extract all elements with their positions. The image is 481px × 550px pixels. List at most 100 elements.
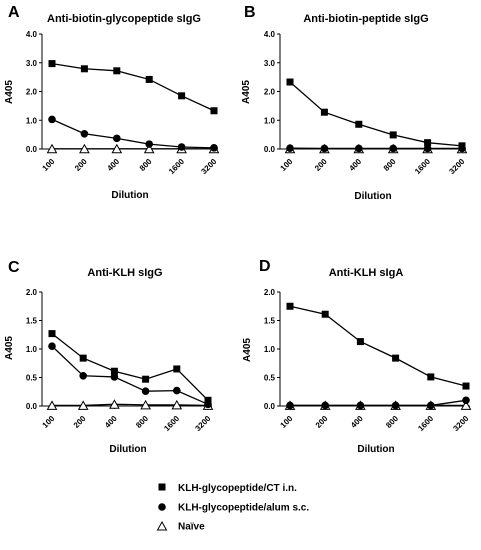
panel-title: Anti-biotin-glycopeptide sIgG — [47, 13, 201, 25]
series-line — [51, 333, 209, 401]
data-point-square — [142, 375, 150, 383]
y-tick-label: 4.0 — [264, 30, 276, 39]
data-point-circle — [110, 373, 119, 381]
series-klh-glycopeptide-ct-i-n — [286, 78, 466, 150]
data-point-circle — [391, 401, 400, 410]
x-tick-label: 800 — [138, 157, 154, 173]
y-tick-label: 1.5 — [264, 317, 276, 326]
data-point-square — [48, 60, 56, 68]
y-tick-label: 3.0 — [264, 59, 276, 68]
data-point-square — [424, 139, 432, 147]
y-tick-label: 1.5 — [26, 317, 38, 326]
x-tick-label: 200 — [313, 157, 329, 173]
y-tick-label: 2.0 — [26, 288, 38, 297]
series-klh-glycopeptide-alum-s-c — [48, 342, 212, 409]
data-point-square — [48, 330, 56, 338]
data-point-circle — [427, 401, 435, 410]
data-point-triangle — [111, 143, 123, 154]
data-point-square — [80, 65, 88, 73]
data-point-square — [204, 396, 212, 404]
y-tick-label: 2.0 — [26, 88, 38, 97]
y-axis-label: A405 — [242, 338, 253, 362]
data-point-triangle — [140, 399, 151, 410]
chart-panel-a: A Anti-biotin-glycopeptide sIgG 0.0 1.0 2.0 3… — [4, 4, 220, 201]
x-axis-label: Dilution — [354, 191, 391, 202]
y-tick-label: 0.0 — [26, 145, 38, 154]
data-point-circle — [355, 144, 363, 153]
y-tick-label: 1.0 — [264, 116, 276, 125]
data-point-circle — [462, 396, 470, 405]
data-point-circle — [113, 134, 121, 143]
data-point-square — [321, 310, 329, 318]
legend-item-klh-alum: KLH-glycopeptide/alum s.c. — [158, 503, 309, 514]
y-tick-label: 1.0 — [264, 345, 276, 354]
y-tick-label: 1.0 — [26, 345, 38, 354]
data-point-square — [427, 373, 435, 381]
panel-title: Anti-KLH sIgG — [87, 267, 162, 279]
data-point-square — [355, 120, 363, 128]
x-tick-label: 400 — [103, 414, 119, 430]
series-klh-glycopeptide-alum-s-c — [286, 396, 470, 410]
y-tick-label: 2.0 — [264, 88, 276, 97]
legend-label-klh-ct: KLH-glycopeptide/CT i.n. — [178, 483, 297, 494]
y-tick-label: 0.0 — [26, 402, 38, 411]
data-point-square — [286, 78, 294, 86]
legend-item-naive: Naïve — [156, 520, 205, 533]
x-tick-label: 800 — [382, 157, 398, 173]
series-klh-glycopeptide-alum-s-c — [286, 144, 466, 153]
data-point-square — [145, 75, 153, 83]
x-tick-label: 200 — [73, 157, 89, 173]
y-tick-label: 0.0 — [264, 145, 276, 154]
series-klh-glycopeptide-alum-s-c — [48, 115, 218, 152]
data-point-triangle — [46, 400, 58, 410]
data-point-square — [210, 107, 218, 115]
x-tick-label: 3200 — [199, 157, 218, 176]
data-point-circle — [389, 144, 398, 153]
x-axis-label: Dilution — [109, 444, 146, 455]
data-point-square — [178, 92, 186, 100]
y-tick-label: 0.5 — [264, 374, 276, 383]
x-tick-label: 400 — [105, 157, 121, 173]
series-line — [51, 62, 215, 112]
data-point-circle — [48, 115, 56, 124]
data-point-square — [356, 338, 364, 346]
x-tick-label: 400 — [349, 414, 365, 430]
data-point-circle — [48, 342, 56, 350]
y-tick-label: 4.0 — [26, 30, 38, 39]
data-point-square — [389, 131, 397, 139]
x-tick-label: 3200 — [451, 414, 470, 433]
data-point-square — [286, 302, 294, 310]
y-tick-label: 0.0 — [264, 402, 276, 411]
x-tick-label: 200 — [314, 414, 330, 430]
data-point-circle — [320, 144, 329, 153]
y-axis-label: A405 — [4, 80, 15, 104]
data-point-circle — [423, 144, 432, 153]
panel-letter: C — [8, 259, 20, 276]
series-line — [52, 403, 209, 407]
data-point-circle — [141, 387, 150, 395]
series-line — [289, 81, 463, 147]
x-tick-label: 3200 — [447, 157, 466, 176]
data-point-triangle — [109, 399, 120, 409]
legend-label-naive: Naïve — [178, 522, 205, 533]
panel-title: Anti-biotin-peptide sIgG — [303, 13, 428, 25]
series-na-ve — [46, 399, 214, 410]
data-point-square — [462, 382, 470, 390]
data-point-triangle — [79, 143, 90, 154]
panels: A Anti-biotin-glycopeptide sIgG 0.0 1.0 2.0 3… — [4, 4, 472, 455]
x-axis-label: Dilution — [111, 190, 148, 201]
series-klh-glycopeptide-ct-i-n — [286, 302, 470, 390]
series-line — [51, 345, 209, 405]
series-line — [290, 399, 467, 407]
data-point-square — [110, 367, 118, 375]
y-tick-label: 2.0 — [264, 288, 276, 297]
y-tick-label: 1.0 — [26, 116, 38, 125]
data-point-circle — [177, 143, 186, 151]
panel-letter: B — [244, 4, 256, 21]
data-point-circle — [286, 144, 294, 152]
x-tick-label: 100 — [279, 414, 295, 430]
series-line — [289, 305, 467, 387]
x-tick-label: 400 — [347, 157, 363, 173]
data-point-square — [320, 108, 328, 116]
